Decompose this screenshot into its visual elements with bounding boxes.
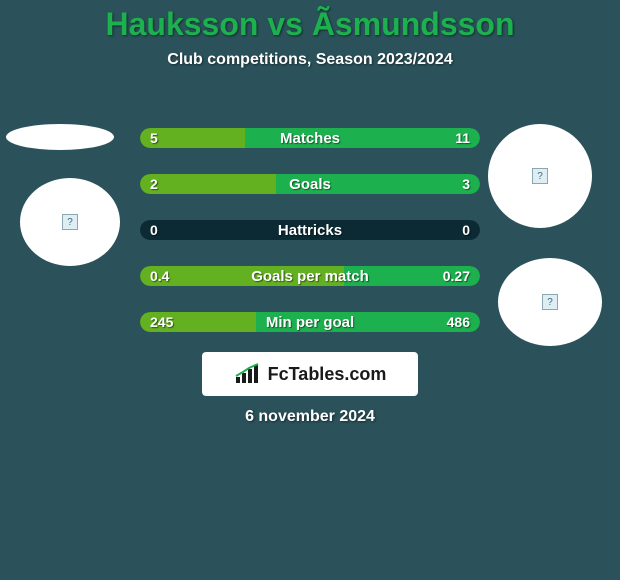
player-badge-right-top: ?	[488, 124, 592, 228]
stat-label: Hattricks	[140, 220, 480, 240]
logo-text: FcTables.com	[268, 364, 387, 385]
image-placeholder-icon: ?	[542, 294, 558, 310]
stat-row: 245486Min per goal	[140, 312, 480, 332]
stat-row: 00Hattricks	[140, 220, 480, 240]
image-placeholder-icon: ?	[62, 214, 78, 230]
stat-label: Min per goal	[140, 312, 480, 332]
comparison-bars: 511Matches 23Goals 00Hattricks 0.40.27Goals…	[140, 128, 480, 358]
player-badge-right-bottom: ?	[498, 258, 602, 346]
page-title: Hauksson vs Ãsmundsson	[0, 0, 620, 43]
player-badge-left: ?	[20, 178, 120, 266]
stat-row: 23Goals	[140, 174, 480, 194]
subtitle: Club competitions, Season 2023/2024	[0, 51, 620, 69]
image-placeholder-icon: ?	[532, 168, 548, 184]
stat-label: Goals per match	[140, 266, 480, 286]
stat-row: 0.40.27Goals per match	[140, 266, 480, 286]
stat-label: Matches	[140, 128, 480, 148]
stat-row: 511Matches	[140, 128, 480, 148]
decorative-ellipse	[6, 124, 114, 150]
bars-icon	[234, 363, 262, 385]
stat-label: Goals	[140, 174, 480, 194]
date-text: 6 november 2024	[0, 408, 620, 426]
fctables-logo[interactable]: FcTables.com	[202, 352, 418, 396]
